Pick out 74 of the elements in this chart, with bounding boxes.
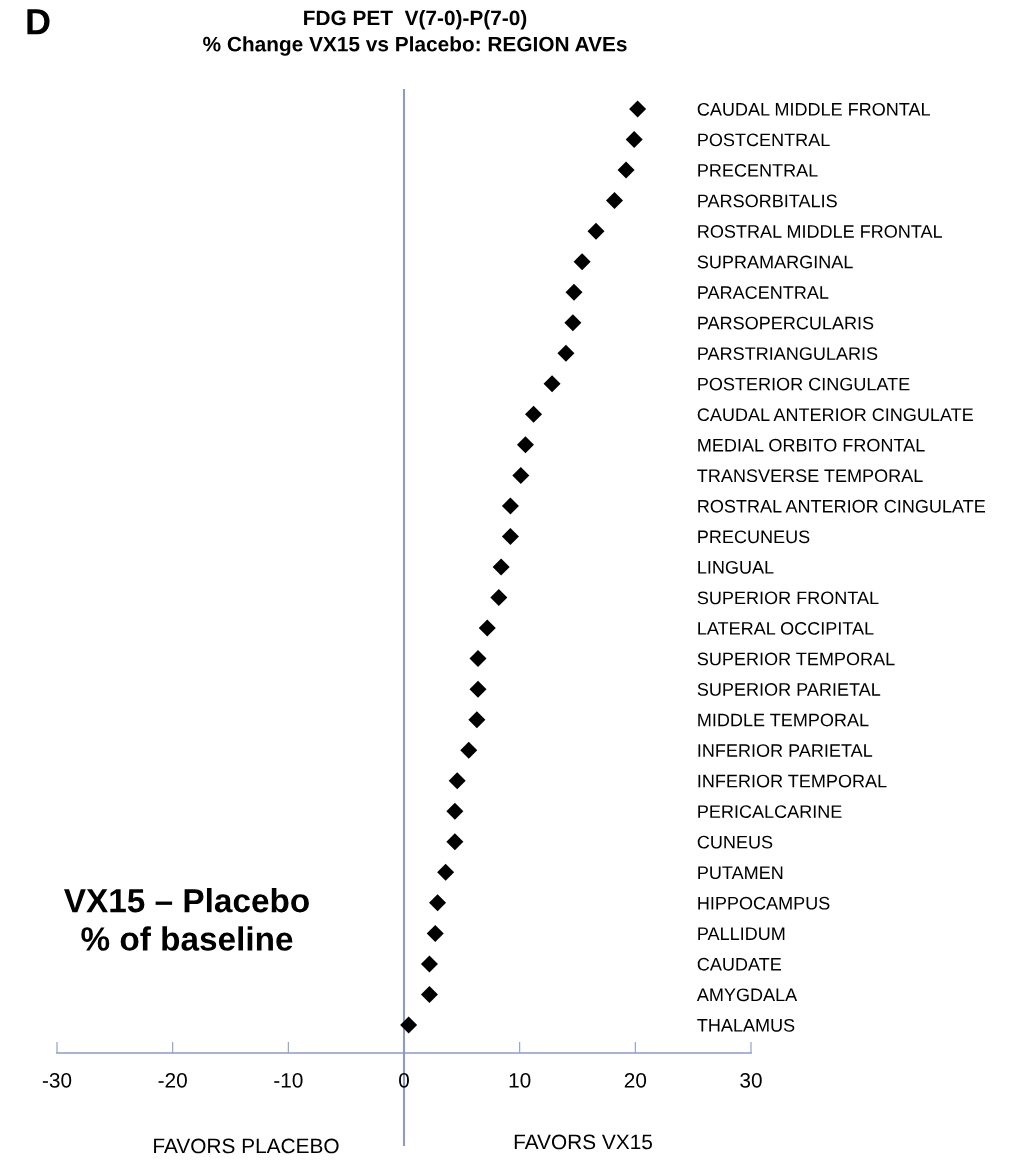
y-tick-label: MEDIAL ORBITO FRONTAL <box>698 438 925 452</box>
point <box>469 680 487 698</box>
y-tick-label: CAUDATE <box>697 957 781 971</box>
y-tick-label: SUPERIOR FRONTAL <box>697 591 879 605</box>
point <box>625 131 643 149</box>
point <box>564 314 582 332</box>
point <box>490 589 508 607</box>
chart-title: FDG PET V(7-0)-P(7-0) % Change VX15 vs Placebo: REGION AVEs <box>203 10 627 56</box>
y-tick-label: INFERIOR TEMPORAL <box>698 774 887 788</box>
annotation: VX15 – Placebo % of baseline <box>64 888 309 951</box>
point <box>492 558 510 576</box>
point <box>573 253 591 271</box>
point <box>448 772 466 790</box>
point <box>460 741 478 759</box>
y-tick-label: SUPERIOR PARIETAL <box>697 683 881 696</box>
x-tick-label: 0 <box>399 1072 409 1088</box>
text: FAVORS PLACEBO <box>154 1138 339 1154</box>
y-tick-label: TRANSVERSE TEMPORAL <box>697 469 923 483</box>
point <box>543 375 561 393</box>
y-tick-label: LATERAL OCCIPITAL <box>698 622 874 635</box>
point <box>426 924 444 942</box>
y-tick-label: MIDDLE TEMPORAL <box>698 713 869 727</box>
point <box>565 283 583 301</box>
text: FAVORS VX15 <box>514 1134 652 1150</box>
x-tick-label: 20 <box>624 1072 647 1088</box>
point <box>400 1016 418 1034</box>
point <box>525 405 543 423</box>
x-tick-label: -10 <box>274 1072 303 1088</box>
point <box>629 100 647 118</box>
y-tick-label: AMYGDALA <box>696 988 798 1002</box>
point <box>478 619 496 637</box>
x-tick-label: 30 <box>740 1072 762 1088</box>
y-tick-label: INFERIOR PARIETAL <box>698 744 873 757</box>
point <box>446 802 464 820</box>
y-tick-label: CAUDAL ANTERIOR CINGULATE <box>697 408 973 422</box>
point <box>446 833 464 851</box>
y-tick-label: PUTAMEN <box>698 866 783 880</box>
y-tick-label: HIPPOCAMPUS <box>698 896 830 910</box>
point <box>437 863 455 881</box>
point <box>469 650 487 668</box>
point <box>606 192 624 210</box>
point <box>587 222 605 240</box>
y-tick-label: PERICALCARINE <box>698 805 842 818</box>
point <box>516 436 534 454</box>
point <box>420 955 438 973</box>
y-tick-label: SUPRAMARGINAL <box>697 255 853 269</box>
y-tick-label: POSTERIOR CINGULATE <box>698 377 910 391</box>
y-tick-label: PARSTRIANGULARIS <box>698 347 878 360</box>
point <box>557 344 575 362</box>
y-tick-label: THALAMUS <box>697 1018 795 1032</box>
y-tick-label: PALLIDUM <box>698 927 785 941</box>
y-tick-label: CAUDAL MIDDLE FRONTAL <box>697 102 930 116</box>
y-tick-label: ROSTRAL ANTERIOR CINGULATE <box>698 499 985 513</box>
point <box>512 466 530 484</box>
y-tick-label: SUPERIOR TEMPORAL <box>697 652 895 666</box>
x-tick-label: -30 <box>42 1072 72 1088</box>
point <box>468 711 486 729</box>
y-tick-label: PARSOPERCULARIS <box>698 316 874 330</box>
y-tick-label: POSTCENTRAL <box>698 133 830 147</box>
y-tick-label: LINGUAL <box>698 560 774 574</box>
point <box>501 497 519 515</box>
y-tick-label: PRECENTRAL <box>698 164 818 177</box>
x-tick-label: -20 <box>158 1072 187 1088</box>
text: D <box>27 9 50 35</box>
y-tick-label: ROSTRAL MIDDLE FRONTAL <box>698 225 943 238</box>
point <box>420 985 438 1003</box>
y-tick-label: CUNEUS <box>697 835 773 849</box>
point <box>617 161 635 179</box>
y-tick-label: PARACENTRAL <box>698 286 829 299</box>
point <box>501 527 519 545</box>
y-tick-label: PRECUNEUS <box>698 530 810 544</box>
point <box>429 894 447 912</box>
y-tick-label: PARSORBITALIS <box>698 194 837 208</box>
x-tick-label: 10 <box>509 1072 531 1088</box>
